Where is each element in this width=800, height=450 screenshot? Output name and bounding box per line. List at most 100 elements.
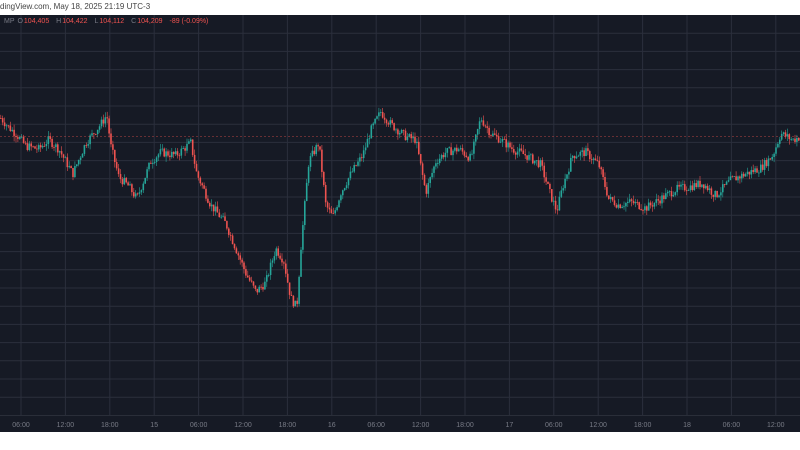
candle-body <box>558 196 561 211</box>
candle <box>387 121 390 127</box>
candle-body <box>448 147 450 149</box>
candle <box>60 146 63 158</box>
candle <box>220 214 222 219</box>
candle <box>522 144 525 155</box>
candle-body <box>456 147 458 152</box>
candle-body <box>45 143 48 147</box>
candle <box>532 153 534 165</box>
candle <box>66 153 69 172</box>
candle-body <box>796 137 798 142</box>
candle <box>235 246 238 254</box>
candle <box>579 150 582 161</box>
candle-body <box>169 155 171 158</box>
candle-body <box>343 188 346 191</box>
candle-body <box>587 148 589 152</box>
candle <box>34 145 36 149</box>
candle <box>83 144 86 157</box>
candle <box>636 199 639 206</box>
candle <box>110 128 112 148</box>
candle <box>376 115 378 120</box>
time-axis[interactable]: 06:00 12:00 18:00 15 06:00 12:00 18:00 16 06:00 1… <box>0 415 800 432</box>
candle <box>239 252 241 265</box>
candle-body <box>336 207 338 211</box>
candle <box>136 192 139 196</box>
candle <box>150 160 152 164</box>
candle <box>473 138 475 160</box>
candle <box>134 190 137 199</box>
candle <box>309 152 312 172</box>
candle-body <box>296 300 298 304</box>
candle-body <box>275 248 278 257</box>
candle <box>74 161 76 178</box>
candle <box>418 136 420 156</box>
candle <box>558 191 561 211</box>
candle-body <box>771 157 773 160</box>
candle <box>123 174 126 186</box>
chart-area[interactable]: MP O104,405 H104,422 L104,112 C104,209 -… <box>0 15 800 415</box>
candle <box>516 146 519 158</box>
candle <box>741 171 743 183</box>
candle-body <box>178 155 181 157</box>
candle-body <box>773 153 775 158</box>
candle-body <box>376 116 378 119</box>
candle <box>364 142 367 155</box>
candle-body <box>7 125 10 127</box>
candle <box>465 152 468 158</box>
candle <box>638 201 640 211</box>
candle-body <box>566 174 568 179</box>
candle-body <box>608 195 610 199</box>
candle-body <box>256 288 259 293</box>
candle-body <box>395 129 397 131</box>
candle-body <box>552 200 555 202</box>
candle <box>647 198 650 211</box>
x-tick-label: 06:00 <box>367 422 385 429</box>
candle <box>311 145 314 158</box>
candle-body <box>361 157 363 159</box>
candle-body <box>264 281 266 290</box>
candle <box>393 122 395 132</box>
candle <box>552 196 555 206</box>
candle-body <box>640 209 642 211</box>
candle <box>22 134 25 144</box>
candle-body <box>634 202 637 204</box>
candle <box>121 177 124 187</box>
candle <box>547 181 549 185</box>
candle-body <box>176 151 179 156</box>
candle-body <box>665 193 667 200</box>
candle <box>737 175 739 184</box>
x-tick-label: 12:00 <box>412 422 430 429</box>
candle <box>412 132 414 143</box>
candle-body <box>484 125 487 127</box>
candle-body <box>104 117 107 124</box>
candle <box>0 114 2 119</box>
candle <box>448 146 450 149</box>
candle <box>283 261 285 269</box>
candle-body <box>722 184 724 193</box>
candle-body <box>286 273 289 283</box>
candle-body <box>406 136 409 141</box>
candle-body <box>703 184 705 189</box>
candle-body <box>332 213 335 215</box>
candle <box>416 138 418 149</box>
candle <box>355 164 357 167</box>
candle-body <box>77 159 80 165</box>
candle <box>114 149 116 168</box>
candle <box>792 138 794 141</box>
candle-body <box>283 262 285 264</box>
candle-body <box>131 184 133 193</box>
candle <box>271 258 274 268</box>
candle <box>174 147 177 156</box>
candle <box>380 109 382 117</box>
candle <box>630 198 633 207</box>
candle-body <box>140 190 143 193</box>
candle <box>761 159 764 172</box>
candle-body <box>718 195 720 198</box>
candle <box>199 176 202 187</box>
candle <box>659 196 661 206</box>
candle <box>286 269 289 284</box>
candle-body <box>165 151 167 157</box>
candle-body <box>691 185 694 191</box>
candle-body <box>55 144 57 148</box>
candle-body <box>418 141 420 155</box>
candle <box>457 147 460 152</box>
